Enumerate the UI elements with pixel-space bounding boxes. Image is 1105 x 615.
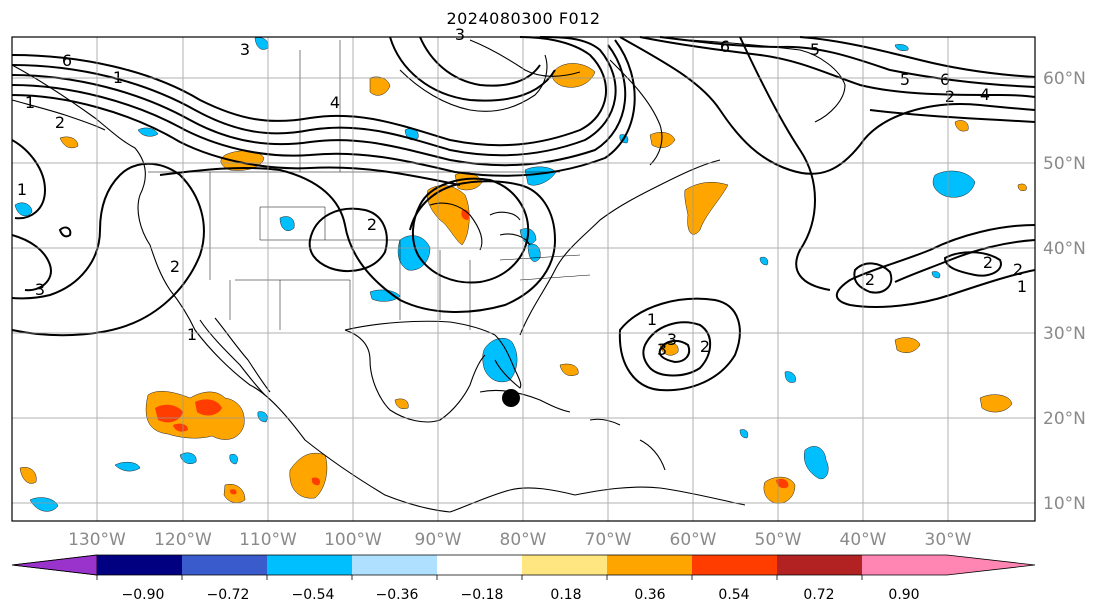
- lon-label: 100°W: [324, 530, 382, 550]
- lon-label: 40°W: [840, 530, 887, 550]
- contour-label: 6: [720, 37, 730, 56]
- contour-label: 1: [1017, 277, 1027, 296]
- colorbar-tick-label: 0.36: [634, 587, 665, 603]
- contour-label: 6: [940, 70, 950, 89]
- colorbar-tick-label: 0.54: [718, 587, 749, 603]
- storm-center-marker: [502, 389, 520, 407]
- colorbar-segment: [692, 555, 777, 575]
- contour-label: 3: [35, 280, 45, 299]
- contour-label: 1: [187, 325, 197, 344]
- colorbar-tick-label: 0.18: [550, 587, 581, 603]
- map-frame: [11, 36, 1036, 522]
- latitude-labels: 60°N 50°N 40°N 30°N 20°N 10°N: [1043, 69, 1086, 514]
- colorbar-tick-label: −0.54: [292, 587, 335, 603]
- contour-label: 2: [700, 337, 710, 356]
- colorbar-tick-label: −0.18: [461, 587, 504, 603]
- lat-label: 30°N: [1043, 324, 1086, 344]
- lat-label: 50°N: [1043, 154, 1086, 174]
- contour-label: 1: [647, 310, 657, 329]
- contour-label: 3: [657, 340, 667, 359]
- longitude-labels: 130°W 120°W 110°W 100°W 90°W 80°W 70°W 6…: [68, 530, 972, 550]
- contour-label: 1: [25, 93, 35, 112]
- colorbar-tick-label: −0.72: [207, 587, 250, 603]
- contour-label: 6: [62, 51, 72, 70]
- colorbar-segment: [182, 555, 267, 575]
- political-borders: [148, 40, 591, 330]
- colorbar-segment: [11, 554, 98, 576]
- shaded-field: [14, 37, 1027, 512]
- lon-label: 70°W: [585, 530, 632, 550]
- contour-labels: 6 3 2 1 4 5 6 5 6 2 4 1 2 3 3 2 1 2 2 3 …: [17, 25, 1027, 359]
- lat-label: 10°N: [1043, 494, 1086, 514]
- lat-label: 60°N: [1043, 69, 1086, 89]
- colorbar-tick-label: −0.36: [376, 587, 419, 603]
- contour-label: 5: [810, 40, 820, 59]
- colorbar-segment: [522, 555, 607, 575]
- contour-label: 2: [865, 270, 875, 289]
- contour-label: 4: [980, 85, 990, 104]
- contour-label: 2: [1013, 260, 1023, 279]
- lon-label: 110°W: [239, 530, 297, 550]
- lon-label: 30°W: [925, 530, 972, 550]
- colorbar-segment: [97, 555, 182, 575]
- map-title: 2024080300 F012: [446, 9, 601, 28]
- contour-label: 2: [367, 215, 377, 234]
- graticule: [12, 37, 1035, 521]
- colorbar-tick-label: 0.90: [888, 587, 919, 603]
- lon-label: 130°W: [68, 530, 126, 550]
- colorbar-segment: [862, 555, 1035, 575]
- contour-label: 2: [983, 253, 993, 272]
- lon-label: 90°W: [415, 530, 462, 550]
- lat-label: 20°N: [1043, 409, 1086, 429]
- contour-label: 5: [900, 70, 910, 89]
- colorbar-segment: [267, 555, 352, 575]
- contour-label: 2: [55, 113, 65, 132]
- colorbar-segment: [437, 555, 522, 575]
- colorbar-segment: [607, 555, 692, 575]
- colorbar: −0.90 −0.72 −0.54 −0.36 −0.18 0.18 0.36 …: [11, 554, 1036, 603]
- colorbar-segment: [777, 555, 862, 575]
- lat-label: 40°N: [1043, 239, 1086, 259]
- contour-lines: [11, 36, 1036, 392]
- colorbar-tick-label: 0.72: [803, 587, 834, 603]
- contour-label: 3: [667, 330, 677, 349]
- contour-label: 3: [240, 40, 250, 59]
- colorbar-segment: [352, 555, 437, 575]
- contour-label: 3: [455, 25, 465, 44]
- contour-label: 1: [17, 180, 27, 199]
- lon-label: 50°W: [755, 530, 802, 550]
- colorbar-tick-label: −0.90: [122, 587, 165, 603]
- lon-label: 80°W: [500, 530, 547, 550]
- contour-label: 4: [330, 93, 340, 112]
- contour-label: 2: [170, 257, 180, 276]
- contour-label: 2: [945, 87, 955, 106]
- lon-label: 120°W: [154, 530, 212, 550]
- lon-label: 60°W: [670, 530, 717, 550]
